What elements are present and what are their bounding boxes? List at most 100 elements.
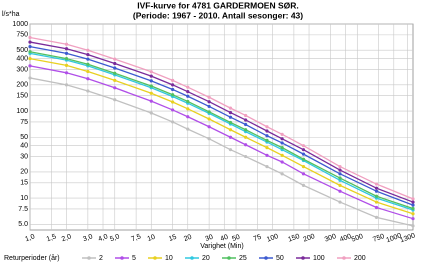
data-point	[186, 85, 190, 89]
series-line	[29, 51, 414, 210]
data-point	[186, 115, 190, 119]
chart-title: IVF-kurve for 4781 GARDERMOEN SØR.	[137, 0, 299, 10]
data-point	[265, 129, 269, 133]
x-tick-label: 15	[168, 234, 178, 243]
data-point	[28, 50, 32, 54]
y-tick-label: 1000	[12, 21, 28, 28]
data-point	[186, 107, 190, 111]
x-tick-label: 1,5	[46, 233, 58, 243]
data-point	[64, 63, 69, 67]
x-axis-label: Varighet (Min)	[200, 243, 243, 250]
data-point	[301, 172, 306, 176]
data-point	[86, 62, 90, 66]
data-point	[338, 172, 342, 176]
data-point	[280, 141, 284, 145]
x-tick-label: 2,0	[61, 233, 73, 243]
y-tick-label: 100	[16, 108, 28, 115]
legend-label: 100	[313, 255, 325, 262]
legend-label: 10	[165, 255, 173, 262]
data-point	[28, 40, 32, 44]
data-point	[113, 98, 117, 102]
data-point	[301, 152, 306, 156]
data-point	[280, 132, 284, 136]
data-point	[171, 83, 175, 87]
legend-label: 20	[202, 255, 210, 262]
data-point	[244, 113, 248, 118]
data-point	[64, 42, 69, 46]
x-tick-label: 200	[302, 233, 315, 244]
y-axis-label: l/s*ha	[2, 11, 20, 18]
data-point	[280, 153, 284, 157]
data-point	[338, 183, 342, 187]
data-point	[301, 144, 306, 148]
data-point	[207, 117, 211, 121]
x-tick-label: 100	[266, 233, 279, 244]
legend-marker	[120, 256, 124, 260]
legend-marker	[264, 256, 268, 260]
data-point	[301, 148, 306, 152]
legend-label: 50	[276, 255, 284, 262]
x-tick-label: 1300	[399, 232, 416, 244]
y-tick-label: 200	[16, 82, 28, 89]
y-tick-label: 750	[16, 32, 28, 39]
data-point	[228, 148, 233, 152]
data-point	[171, 120, 175, 124]
series-line	[29, 77, 414, 227]
data-point	[171, 108, 175, 112]
data-point	[64, 51, 69, 55]
data-point	[207, 125, 211, 129]
data-point	[338, 189, 342, 193]
data-point	[228, 135, 233, 139]
data-point	[86, 57, 90, 61]
data-point	[149, 79, 153, 83]
data-point	[374, 186, 379, 190]
data-point	[186, 127, 190, 131]
data-point	[171, 78, 175, 82]
y-tick-label: 300	[16, 66, 28, 73]
data-point	[411, 203, 415, 207]
data-point	[374, 205, 379, 210]
data-point	[28, 57, 32, 61]
data-point	[301, 157, 306, 161]
y-tick-label: 15	[20, 180, 28, 187]
y-tick-label: 30	[20, 153, 28, 160]
data-point	[265, 134, 269, 138]
series-line	[29, 58, 414, 215]
data-point	[113, 57, 117, 61]
data-point	[149, 91, 153, 95]
data-point	[374, 182, 379, 186]
data-point	[149, 111, 153, 115]
data-point	[244, 118, 248, 122]
x-tick-label: 75	[253, 234, 263, 243]
data-point	[113, 78, 117, 82]
data-point	[374, 189, 379, 193]
x-tick-label: 40	[220, 234, 230, 243]
data-point	[149, 99, 153, 103]
data-point	[64, 83, 69, 87]
legend-marker	[301, 256, 305, 260]
data-point	[265, 165, 269, 169]
x-tick-label: 750	[372, 233, 385, 244]
data-point	[171, 87, 175, 92]
x-tick-label: 4,0	[97, 233, 109, 243]
data-point	[244, 122, 248, 127]
data-point	[28, 45, 32, 49]
data-point	[338, 178, 342, 182]
data-point	[149, 70, 153, 74]
y-tick-label: 40	[20, 143, 28, 150]
x-tick-label: 300	[324, 233, 337, 244]
legend-label: 25	[239, 255, 247, 262]
data-point	[280, 160, 284, 164]
data-point	[64, 57, 69, 61]
data-point	[338, 200, 342, 204]
data-point	[244, 135, 248, 139]
legend-marker	[342, 256, 346, 260]
x-tick-label: 3,0	[82, 233, 94, 243]
x-tick-label: 30	[204, 234, 214, 243]
x-tick-label: 20	[183, 234, 193, 243]
data-point	[86, 77, 90, 81]
data-point	[411, 224, 415, 228]
y-tick-label: 75	[20, 119, 28, 126]
data-point	[86, 53, 90, 57]
